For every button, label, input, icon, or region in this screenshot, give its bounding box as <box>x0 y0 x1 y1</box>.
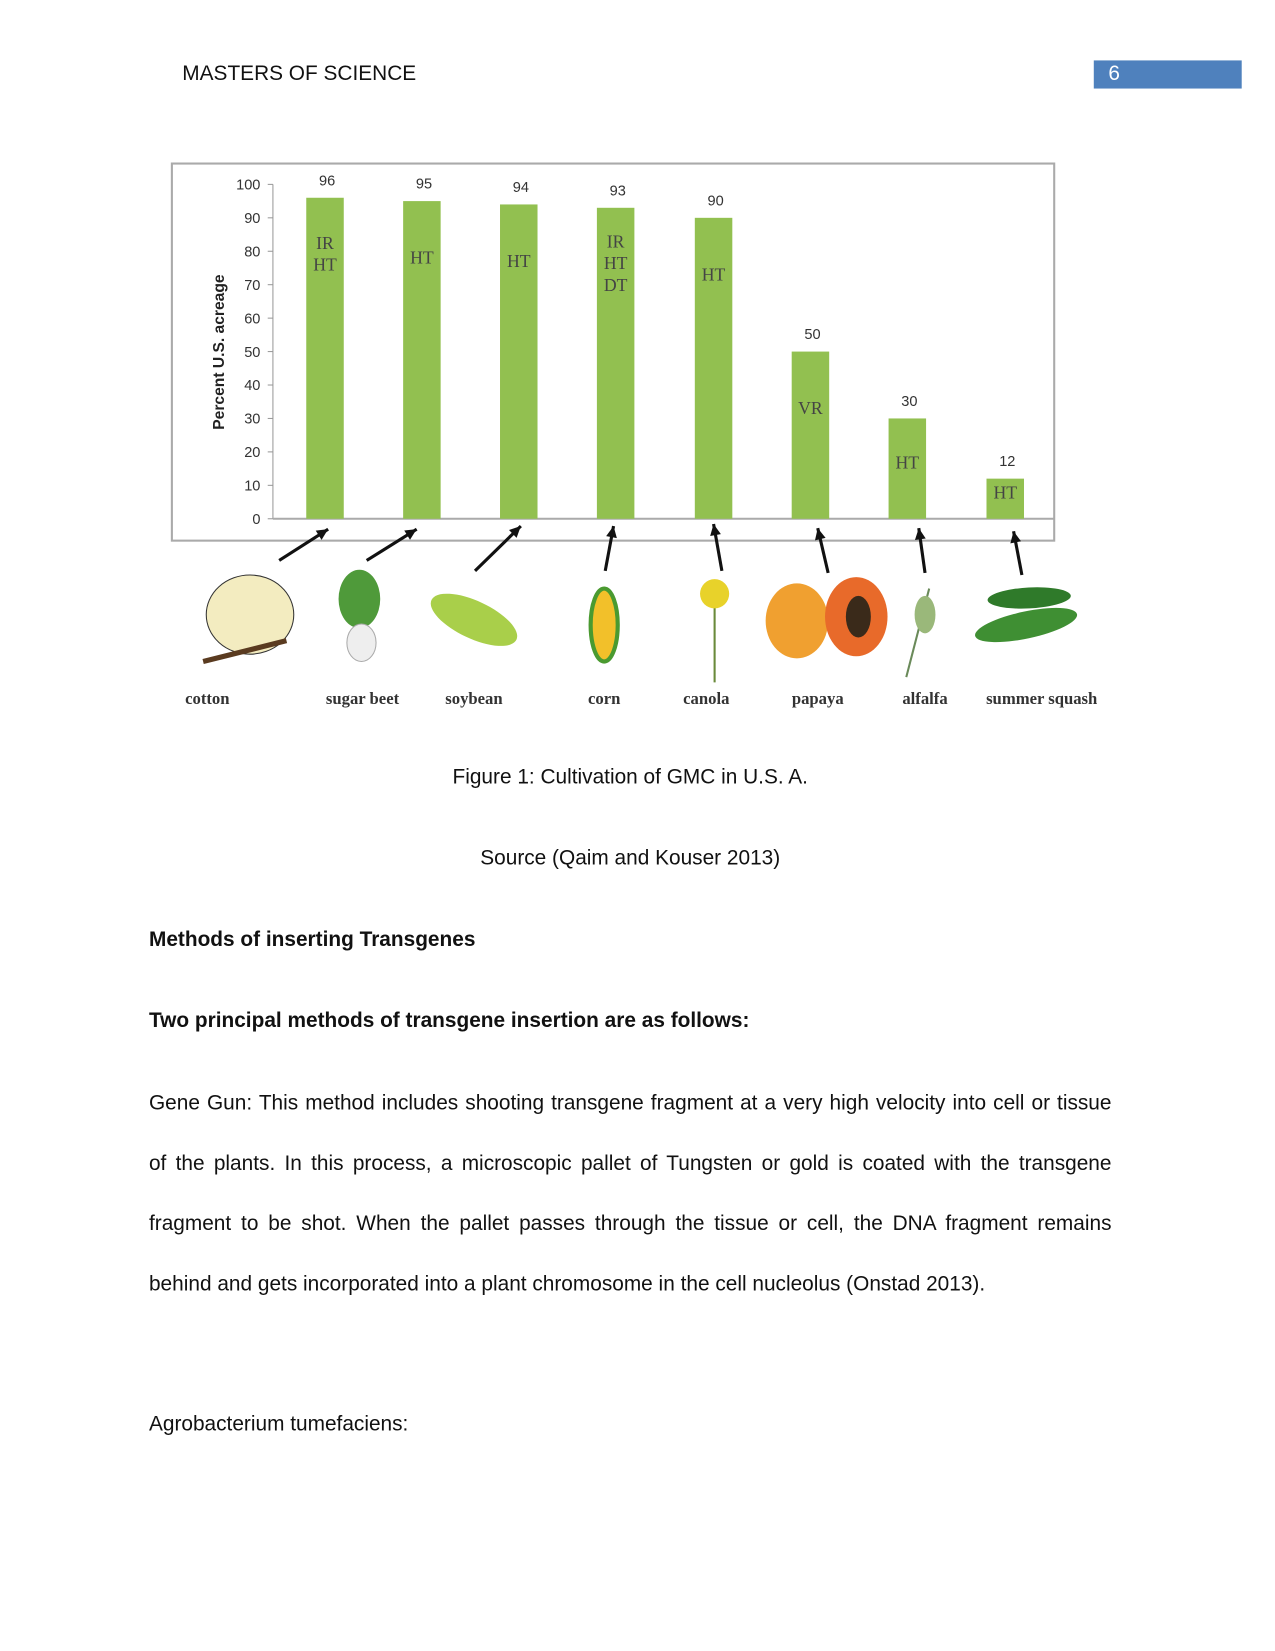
figure-chart: 0 10 20 30 40 50 60 70 80 90 100 Percent U.S. acrea… <box>170 162 1098 708</box>
arrow-head <box>814 528 826 541</box>
category-label: corn <box>588 689 621 708</box>
y-tick-label: 50 <box>244 345 260 361</box>
arrow-head <box>508 526 521 538</box>
plant-illustration <box>914 595 936 634</box>
bar <box>403 201 441 519</box>
trait-label: IR <box>607 231 625 251</box>
y-tick-label: 0 <box>252 512 260 528</box>
category-label: soybean <box>445 689 503 708</box>
y-tick-label: 100 <box>236 178 260 194</box>
paragraph-last: Agrobacterium tumefaciens: <box>148 1412 409 1436</box>
y-axis-label: Percent U.S. acreage <box>211 274 228 430</box>
plant-illustration <box>588 586 620 664</box>
bar <box>500 204 538 519</box>
y-tick-label: 40 <box>244 378 260 394</box>
value-label: 94 <box>513 180 529 196</box>
trait-label: DT <box>604 275 628 295</box>
category-label: sugar beet <box>326 689 400 708</box>
y-tick-label: 30 <box>244 412 260 428</box>
plant-illustration <box>987 587 1071 609</box>
plant-illustration <box>205 574 295 655</box>
y-tick-label: 80 <box>244 244 260 260</box>
trait-label: VR <box>798 398 823 418</box>
y-tick-label: 10 <box>244 479 260 495</box>
page-number: 6 <box>1108 62 1120 86</box>
chart-border <box>170 162 1056 542</box>
plant-illustration <box>338 569 381 629</box>
header-title: MASTERS OF SCIENCE <box>182 62 417 86</box>
y-tick-label: 20 <box>244 445 260 461</box>
bar <box>791 351 830 519</box>
section-heading: Methods of inserting Transgenes <box>148 928 476 952</box>
trait-label: HT <box>313 255 337 275</box>
figure-caption: Figure 1: Cultivation of GMC in U.S. A. <box>452 765 808 789</box>
trait-label: HT <box>507 251 531 271</box>
arrow-head <box>914 528 926 541</box>
paragraph: Gene Gun: This method includes shooting … <box>148 1091 1112 1296</box>
value-label: 96 <box>319 173 335 189</box>
trait-label: IR <box>316 233 334 253</box>
arrow-head <box>404 529 417 540</box>
value-label: 12 <box>999 454 1015 470</box>
y-tick-label: 90 <box>244 211 260 227</box>
plant-illustration <box>346 623 377 663</box>
category-label: summer squash <box>986 689 1098 708</box>
arrow-head <box>606 526 617 539</box>
category-label: canola <box>683 689 730 708</box>
trait-label: HT <box>896 453 920 473</box>
value-label: 93 <box>610 183 626 199</box>
bar <box>888 418 927 519</box>
y-tick-label: 60 <box>244 311 260 327</box>
plant-illustration <box>975 607 1078 643</box>
plant-illustration <box>202 638 288 665</box>
trait-label: HT <box>604 253 628 273</box>
bar <box>986 478 1024 519</box>
arrow-head <box>315 529 329 540</box>
value-label: 50 <box>804 327 820 343</box>
trait-label: HT <box>702 264 726 284</box>
subheading: Two principal methods of transgene inser… <box>148 1009 750 1033</box>
category-label: alfalfa <box>902 689 948 708</box>
trait-label: HT <box>410 248 434 268</box>
value-label: 95 <box>416 177 432 193</box>
arrow-head <box>710 523 721 537</box>
plant-illustration <box>765 583 829 659</box>
arrow-head <box>1010 531 1022 544</box>
value-label: 30 <box>901 394 917 410</box>
category-label: papaya <box>792 689 845 708</box>
value-label: 90 <box>708 193 724 209</box>
bar <box>306 197 344 519</box>
bar <box>694 217 733 519</box>
y-tick-label: 70 <box>244 278 260 294</box>
plant-illustration <box>845 595 871 638</box>
category-label: cotton <box>185 689 230 708</box>
plant-illustration <box>700 579 730 609</box>
bar <box>596 207 635 519</box>
figure-source: Source (Qaim and Kouser 2013) <box>480 846 781 870</box>
plant-illustration <box>430 593 518 646</box>
trait-label: HT <box>993 483 1017 503</box>
page-number-box: 6 <box>1093 60 1242 89</box>
